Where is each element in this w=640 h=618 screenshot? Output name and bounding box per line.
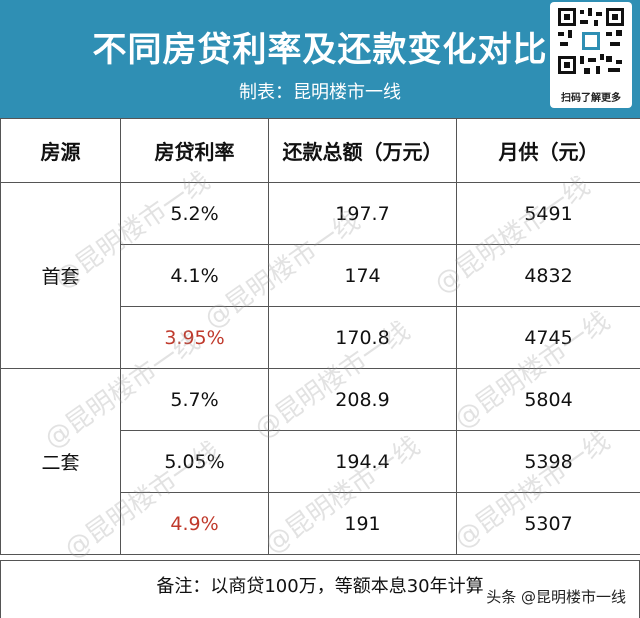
monthly-cell: 5804	[456, 368, 640, 431]
rate-cell: 5.05%	[120, 430, 269, 493]
rate-cell-highlighted: 3.95%	[120, 306, 269, 369]
source-credit[interactable]: 头条 @昆明楼市一线	[486, 586, 626, 607]
page-subtitle: 制表：昆明楼市一线	[239, 82, 401, 103]
monthly-cell: 4832	[456, 244, 640, 307]
total-cell: 174	[268, 244, 457, 307]
total-cell: 191	[268, 492, 457, 555]
rate-cell: 5.2%	[120, 182, 269, 245]
table-header-row: 房源 房贷利率 还款总额（万元） 月供（元）	[0, 118, 640, 183]
monthly-cell: 5307	[456, 492, 640, 555]
qr-code-panel[interactable]: 扫码了解更多	[550, 2, 632, 108]
monthly-cell: 5398	[456, 430, 640, 493]
table-row: 首套 5.2% 197.7 5491	[0, 182, 640, 369]
total-cell: 197.7	[268, 182, 457, 245]
table-row: 5.05% 194.4 5398	[1, 430, 640, 493]
monthly-cell: 4745	[456, 306, 640, 369]
rate-comparison-table: 房源 房贷利率 还款总额（万元） 月供（元） 首套 5.2% 197.7 549…	[0, 118, 640, 555]
monthly-cell: 5491	[456, 182, 640, 245]
rate-cell: 4.1%	[120, 244, 269, 307]
total-cell: 208.9	[268, 368, 457, 431]
rate-cell-highlighted: 4.9%	[120, 492, 269, 555]
column-header: 还款总额（万元）	[268, 118, 457, 183]
column-header: 房贷利率	[120, 118, 269, 183]
qr-code-icon	[556, 6, 626, 76]
total-cell: 194.4	[268, 430, 457, 493]
table-row: 3.95% 170.8 4745	[1, 306, 640, 369]
rate-cell: 5.7%	[120, 368, 269, 431]
column-header: 房源	[0, 118, 121, 183]
page-title: 不同房贷利率及还款变化对比	[92, 30, 548, 70]
table-row: 4.9% 191 5307	[1, 492, 640, 555]
total-cell: 170.8	[268, 306, 457, 369]
column-header: 月供（元）	[456, 118, 640, 183]
group-label-second-home: 二套	[0, 368, 121, 555]
header-banner: 不同房贷利率及还款变化对比 制表：昆明楼市一线 扫码了解更多	[0, 0, 640, 118]
qr-caption: 扫码了解更多	[561, 93, 621, 104]
table-row: 二套 5.7% 208.9 5804	[0, 368, 640, 555]
table-row: 4.1% 174 4832	[1, 244, 640, 307]
group-label-first-home: 首套	[0, 182, 121, 369]
